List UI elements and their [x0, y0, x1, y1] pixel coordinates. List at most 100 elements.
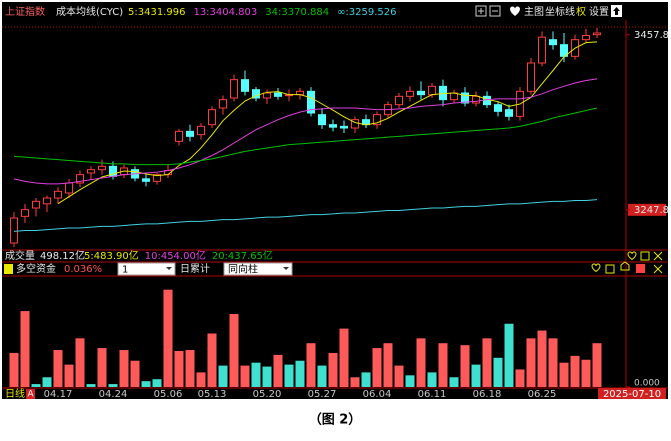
- zoom-in-button[interactable]: [475, 5, 487, 17]
- bar: [471, 364, 481, 387]
- candle-body: [329, 124, 337, 128]
- bar: [196, 372, 206, 387]
- candle-body: [494, 104, 502, 112]
- candle-body: [32, 200, 40, 209]
- bar: [449, 377, 459, 387]
- bar: [317, 365, 327, 387]
- toolbar-button[interactable]: 权: [576, 5, 586, 18]
- panel-value: 0.036%: [64, 264, 102, 275]
- mode-label: 日累计: [180, 262, 210, 275]
- y-tick-label: 3247.8: [634, 205, 669, 216]
- bar: [526, 338, 536, 387]
- settings-icon[interactable]: [636, 264, 645, 273]
- volume-total: 498.12亿: [40, 249, 85, 262]
- candle-body: [461, 92, 469, 104]
- bar: [185, 350, 195, 387]
- x-tick-label: 04.24: [99, 389, 128, 400]
- bar: [64, 364, 74, 387]
- toolbar-button[interactable]: 坐标线: [545, 5, 575, 18]
- bar: [53, 350, 63, 387]
- candle-body: [263, 92, 271, 99]
- favorite-icon[interactable]: [627, 251, 637, 261]
- period-select[interactable]: [117, 262, 176, 276]
- index-name: 上证指数: [5, 5, 45, 18]
- bar: [515, 369, 525, 387]
- chart-panel: [2, 2, 668, 399]
- bar: [31, 384, 41, 387]
- y-tick-label: 0.000: [634, 379, 660, 389]
- help-icon[interactable]: [4, 264, 13, 274]
- close-icon[interactable]: [653, 264, 663, 274]
- candle-body: [10, 217, 18, 244]
- home-icon[interactable]: [620, 261, 630, 271]
- bar: [108, 384, 118, 387]
- candle-body: [593, 32, 601, 36]
- bar: [229, 314, 239, 387]
- candle-body: [230, 79, 238, 99]
- bar: [493, 357, 503, 387]
- bar: [460, 345, 470, 387]
- toolbar-button[interactable]: 主图: [524, 6, 544, 18]
- candle-body: [307, 90, 315, 114]
- help-icon[interactable]: [640, 251, 650, 261]
- bar: [218, 365, 228, 387]
- period-label[interactable]: 日线: [5, 387, 25, 400]
- bar: [504, 323, 514, 387]
- zoom-out-button[interactable]: [489, 5, 501, 17]
- volume-label: 成交量: [5, 249, 35, 262]
- caption: （图 2）: [309, 412, 362, 428]
- candle-body: [582, 35, 590, 41]
- candle-body: [373, 114, 381, 126]
- dropdown-arrow: [283, 267, 289, 270]
- bar: [295, 360, 305, 387]
- bar: [405, 375, 415, 387]
- help-icon[interactable]: [605, 264, 615, 274]
- bar: [592, 343, 602, 387]
- bar: [75, 338, 85, 387]
- favorite-icon[interactable]: [591, 263, 601, 273]
- candle-body: [54, 190, 62, 199]
- candle-body: [351, 119, 359, 129]
- candle-body: [87, 169, 95, 174]
- x-tick-label: 05.20: [253, 389, 282, 400]
- close-icon[interactable]: [653, 251, 663, 261]
- bar: [537, 330, 547, 387]
- candle-body: [252, 89, 260, 99]
- bar: [416, 338, 426, 387]
- panel-title: 多空资金: [16, 262, 56, 275]
- candle-body: [219, 99, 227, 109]
- ma-line: [13, 199, 598, 232]
- x-tick-label: 06.04: [363, 389, 392, 400]
- candle-body: [175, 130, 183, 142]
- bar: [86, 384, 96, 387]
- candle-body: [76, 174, 84, 184]
- period-select-value: 1: [122, 265, 128, 276]
- y-tick-label: 3457.8: [634, 30, 669, 41]
- candle-body: [197, 125, 205, 136]
- style-select[interactable]: [223, 262, 293, 276]
- bar: [174, 350, 184, 387]
- bar: [119, 350, 129, 387]
- candle-body: [406, 90, 414, 97]
- flag-label: A: [28, 390, 35, 400]
- bar: [482, 338, 492, 387]
- favorite-button[interactable]: [510, 6, 520, 17]
- bar: [152, 379, 162, 387]
- candle-body: [527, 62, 535, 92]
- ma-line: [13, 107, 598, 166]
- candle-body: [43, 197, 51, 205]
- bar: [339, 328, 349, 387]
- bar: [163, 289, 173, 387]
- candle-body: [186, 130, 194, 137]
- bar: [240, 365, 250, 387]
- candle-body: [142, 178, 150, 182]
- indicator-name: 成本均线(CYC): [56, 5, 123, 18]
- candle-body: [340, 125, 348, 129]
- candle-body: [318, 114, 326, 126]
- candle-body: [538, 36, 546, 64]
- candle-body: [98, 165, 106, 171]
- x-tick-label: 05.06: [154, 389, 183, 400]
- toolbar-button[interactable]: 设置: [589, 6, 609, 18]
- bar: [273, 354, 283, 387]
